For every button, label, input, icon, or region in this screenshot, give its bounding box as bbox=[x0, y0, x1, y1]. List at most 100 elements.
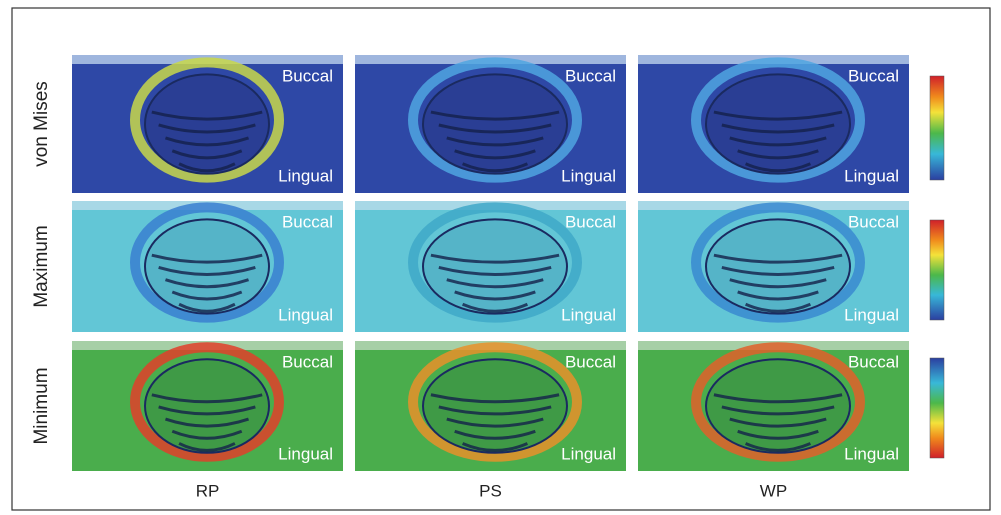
thread bbox=[158, 405, 256, 416]
panel: Buccal Lingual bbox=[638, 341, 909, 471]
panel: Buccal Lingual bbox=[355, 201, 626, 332]
lingual-label: Lingual bbox=[278, 444, 333, 463]
panel: Buccal Lingual bbox=[638, 201, 909, 332]
rim bbox=[691, 202, 865, 323]
thread bbox=[178, 442, 236, 452]
thread bbox=[713, 253, 843, 264]
color-bar bbox=[929, 219, 945, 321]
buccal-label: Buccal bbox=[565, 66, 616, 85]
rim bbox=[408, 342, 582, 462]
panel: Buccal Lingual bbox=[72, 201, 343, 332]
column-label: WP bbox=[760, 481, 787, 500]
cavity bbox=[422, 358, 568, 454]
color-bar bbox=[929, 357, 945, 459]
buccal-label: Buccal bbox=[565, 352, 616, 371]
thread bbox=[454, 149, 536, 160]
panel: Buccal Lingual bbox=[72, 341, 343, 471]
thread bbox=[454, 429, 536, 440]
panel: Buccal Lingual bbox=[638, 55, 909, 193]
row-label: Minimum bbox=[31, 367, 52, 444]
thread bbox=[430, 110, 560, 121]
frame bbox=[11, 7, 991, 511]
buccal-label: Buccal bbox=[282, 66, 333, 85]
thread bbox=[164, 417, 250, 428]
lingual-label: Lingual bbox=[844, 305, 899, 324]
thread bbox=[178, 302, 236, 313]
lingual-label: Lingual bbox=[561, 444, 616, 463]
thread bbox=[171, 149, 243, 160]
rim bbox=[408, 57, 582, 183]
rim bbox=[691, 57, 865, 183]
thread bbox=[454, 290, 536, 301]
cavity bbox=[144, 73, 270, 175]
lingual-label: Lingual bbox=[844, 444, 899, 463]
thread bbox=[729, 417, 827, 428]
thread bbox=[713, 393, 843, 404]
thread bbox=[430, 253, 560, 264]
thread bbox=[745, 442, 811, 452]
rim bbox=[130, 57, 284, 183]
cavity bbox=[144, 218, 270, 315]
buccal-label: Buccal bbox=[848, 212, 899, 231]
thread bbox=[164, 278, 250, 289]
lingual-label: Lingual bbox=[844, 166, 899, 185]
thread bbox=[446, 278, 544, 289]
thread bbox=[737, 290, 819, 301]
cavity bbox=[144, 358, 270, 454]
buccal-label: Buccal bbox=[848, 352, 899, 371]
thread bbox=[151, 110, 263, 121]
row-label: von Mises bbox=[31, 81, 52, 167]
rim bbox=[691, 342, 865, 462]
lingual-label: Lingual bbox=[561, 166, 616, 185]
thread bbox=[462, 162, 528, 173]
buccal-label: Buccal bbox=[282, 352, 333, 371]
thread bbox=[430, 393, 560, 404]
panel-grid: BuccalLingualBuccalLingualBuccalLingualB… bbox=[72, 55, 909, 471]
thread bbox=[164, 136, 250, 147]
thread bbox=[462, 302, 528, 313]
thread bbox=[438, 265, 552, 276]
rim bbox=[130, 202, 284, 323]
cavity bbox=[705, 358, 851, 454]
thread bbox=[446, 136, 544, 147]
lingual-label: Lingual bbox=[561, 305, 616, 324]
thread bbox=[151, 253, 263, 264]
thread bbox=[745, 302, 811, 313]
thread bbox=[438, 123, 552, 134]
thread bbox=[721, 265, 835, 276]
thread bbox=[178, 162, 236, 173]
lingual-label: Lingual bbox=[278, 166, 333, 185]
thread bbox=[171, 290, 243, 301]
cavity bbox=[705, 73, 851, 175]
row-label: Maximum bbox=[31, 225, 52, 307]
thread bbox=[729, 136, 827, 147]
thread bbox=[729, 278, 827, 289]
thread bbox=[737, 149, 819, 160]
thread bbox=[737, 429, 819, 440]
cavity bbox=[422, 73, 568, 175]
cavity bbox=[705, 218, 851, 315]
panel: Buccal Lingual bbox=[355, 55, 626, 193]
thread bbox=[745, 162, 811, 173]
buccal-label: Buccal bbox=[848, 66, 899, 85]
thread bbox=[721, 123, 835, 134]
panel: Buccal Lingual bbox=[72, 55, 343, 193]
column-label: RP bbox=[196, 481, 220, 500]
buccal-label: Buccal bbox=[565, 212, 616, 231]
buccal-label: Buccal bbox=[282, 212, 333, 231]
thread bbox=[713, 110, 843, 121]
cavity bbox=[422, 218, 568, 315]
thread bbox=[438, 405, 552, 416]
rim bbox=[408, 202, 582, 323]
thread bbox=[158, 123, 256, 134]
lingual-label: Lingual bbox=[278, 305, 333, 324]
thread bbox=[721, 405, 835, 416]
thread bbox=[158, 266, 256, 276]
thread bbox=[446, 417, 544, 428]
panel: Buccal Lingual bbox=[355, 341, 626, 471]
column-label: PS bbox=[479, 481, 502, 500]
thread bbox=[171, 429, 243, 440]
rim bbox=[130, 342, 284, 462]
color-bar bbox=[929, 75, 945, 181]
